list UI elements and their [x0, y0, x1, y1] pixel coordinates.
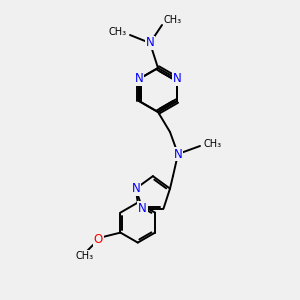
Text: N: N [135, 73, 143, 85]
Text: CH₃: CH₃ [109, 27, 127, 37]
Text: CH₃: CH₃ [164, 15, 182, 25]
Text: CH₃: CH₃ [75, 250, 94, 261]
Text: N: N [138, 202, 147, 215]
Text: N: N [173, 73, 182, 85]
Text: O: O [94, 233, 103, 246]
Text: CH₃: CH₃ [204, 139, 222, 149]
Text: N: N [174, 148, 182, 160]
Text: N: N [131, 182, 140, 195]
Text: N: N [146, 37, 154, 50]
